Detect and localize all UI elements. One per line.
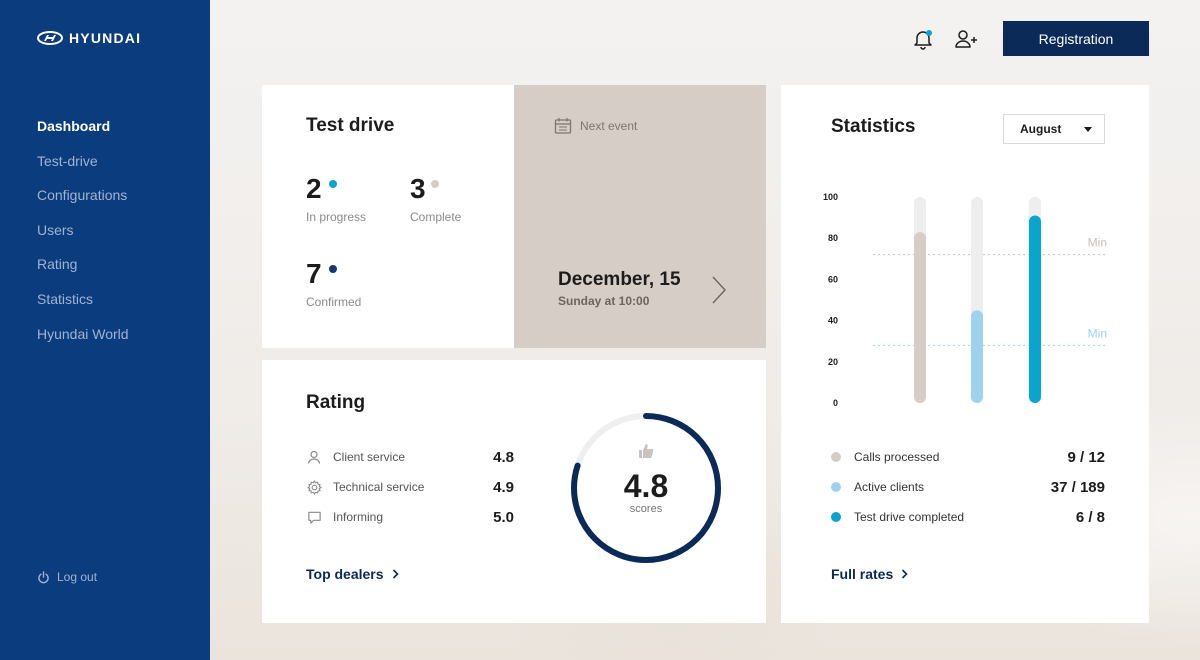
statistics-card: Statistics August 0 20 40 60 80 100 Min Min Cal… xyxy=(781,85,1149,623)
add-user-button[interactable] xyxy=(953,28,979,55)
sidebar-item-statistics[interactable]: Statistics xyxy=(37,290,94,307)
sidebar-item-rating[interactable]: Rating xyxy=(37,256,78,273)
chevron-right-icon xyxy=(712,276,726,304)
rating-value: 4.8 xyxy=(493,448,514,466)
chevron-right-icon xyxy=(902,569,908,579)
legend-value: 37 / 189 xyxy=(1050,478,1105,496)
top-dealers-label: Top dealers xyxy=(306,566,384,582)
gear-icon xyxy=(306,479,322,495)
y-tick-label: 40 xyxy=(828,316,838,326)
rating-title: Rating xyxy=(306,392,366,413)
bar xyxy=(1029,215,1041,403)
confirmed-label: Confirmed xyxy=(306,295,362,309)
y-tick-label: 60 xyxy=(828,274,838,284)
legend-label: Test drive completed xyxy=(854,510,965,524)
bell-icon xyxy=(914,30,932,50)
month-value: August xyxy=(1020,122,1062,136)
y-tick-label: 80 xyxy=(828,233,838,243)
legend-dot xyxy=(831,482,841,492)
in-progress-label: In progress xyxy=(306,210,367,224)
notification-dot xyxy=(926,30,932,36)
y-tick-label: 20 xyxy=(828,357,838,367)
sidebar-item-dashboard[interactable]: Dashboard xyxy=(37,118,111,134)
next-event-button[interactable] xyxy=(710,275,728,310)
logout-button[interactable]: Log out xyxy=(37,570,97,584)
sidebar: HYUNDAI Dashboard Test-drive Configurati… xyxy=(0,0,210,660)
threshold-label: Min xyxy=(1088,326,1107,340)
in-progress-dot xyxy=(329,180,337,188)
top-dealers-link[interactable]: Top dealers xyxy=(306,566,399,582)
rating-label: Technical service xyxy=(333,480,425,494)
complete-dot xyxy=(431,180,439,188)
sidebar-item-users[interactable]: Users xyxy=(37,221,74,238)
complete-label: Complete xyxy=(410,210,462,224)
sidebar-nav: Dashboard Test-drive Configurations User… xyxy=(37,116,129,358)
y-tick-label: 100 xyxy=(823,192,838,202)
sidebar-item-hyundai-world[interactable]: Hyundai World xyxy=(37,325,129,342)
bar xyxy=(914,232,926,403)
legend-item: Active clients 37 / 189 xyxy=(831,477,1105,497)
statistics-title: Statistics xyxy=(831,116,916,137)
rating-row: Informing 5.0 xyxy=(306,507,514,527)
legend-item: Test drive completed 6 / 8 xyxy=(831,507,1105,527)
rating-value: 4.9 xyxy=(493,478,514,496)
confirmed-count: 7 xyxy=(306,258,322,289)
legend-label: Calls processed xyxy=(854,450,940,464)
next-event-label: Next event xyxy=(580,119,638,133)
rating-row: Client service 4.8 xyxy=(306,447,514,467)
statistics-chart: 0 20 40 60 80 100 Min Min xyxy=(823,192,1107,408)
event-time: Sunday at 10:00 xyxy=(558,294,650,308)
legend-value: 9 / 12 xyxy=(1067,448,1105,466)
test-drive-title: Test drive xyxy=(306,115,395,136)
complete-count: 3 xyxy=(410,173,426,204)
caret-down-icon xyxy=(1084,126,1092,132)
month-select[interactable]: August xyxy=(1003,114,1105,144)
test-drive-card: Test drive 2 In progress 3 Complete 7 Co… xyxy=(262,85,514,348)
notifications-button[interactable] xyxy=(912,28,934,55)
score-value: 4.8 xyxy=(623,468,669,504)
full-rates-label: Full rates xyxy=(831,566,894,582)
threshold-label: Min xyxy=(1088,236,1107,250)
legend-dot xyxy=(831,452,841,462)
registration-button[interactable]: Registration xyxy=(1003,21,1149,56)
score-label: scores xyxy=(629,503,663,515)
legend-item: Calls processed 9 / 12 xyxy=(831,447,1105,467)
add-user-icon xyxy=(955,30,977,48)
rating-row: Technical service 4.9 xyxy=(306,477,514,497)
gauge-progress xyxy=(571,413,721,563)
legend-label: Active clients xyxy=(854,480,925,494)
next-event-header: Next event xyxy=(554,117,637,135)
chevron-right-icon xyxy=(392,569,399,579)
legend-dot xyxy=(831,512,841,522)
full-rates-link[interactable]: Full rates xyxy=(831,566,908,582)
power-icon xyxy=(38,570,49,583)
person-icon xyxy=(306,449,322,465)
logo[interactable]: HYUNDAI xyxy=(37,30,141,46)
event-date: December, 15 xyxy=(558,269,681,290)
score-gauge: 4.8 scores xyxy=(568,410,724,566)
rating-label: Client service xyxy=(333,450,406,464)
sidebar-item-test-drive[interactable]: Test-drive xyxy=(37,152,98,169)
rating-value: 5.0 xyxy=(493,508,514,526)
confirmed-dot xyxy=(329,265,337,273)
thumbs-up-icon xyxy=(637,442,655,465)
calendar-icon xyxy=(554,118,572,134)
bar xyxy=(971,310,983,403)
y-tick-label: 0 xyxy=(833,398,838,408)
in-progress-count: 2 xyxy=(306,173,322,204)
chat-icon xyxy=(306,509,322,525)
sidebar-item-configurations[interactable]: Configurations xyxy=(37,187,128,204)
rating-label: Informing xyxy=(333,510,384,524)
rating-card: Rating Client service 4.8 Technical serv… xyxy=(262,360,766,623)
hyundai-emblem-icon xyxy=(37,31,63,45)
logout-label: Log out xyxy=(57,570,98,584)
legend-value: 6 / 8 xyxy=(1075,508,1105,526)
brand-name: HYUNDAI xyxy=(69,30,142,46)
next-event-card[interactable]: Next event December, 15 Sunday at 10:00 xyxy=(514,85,766,348)
